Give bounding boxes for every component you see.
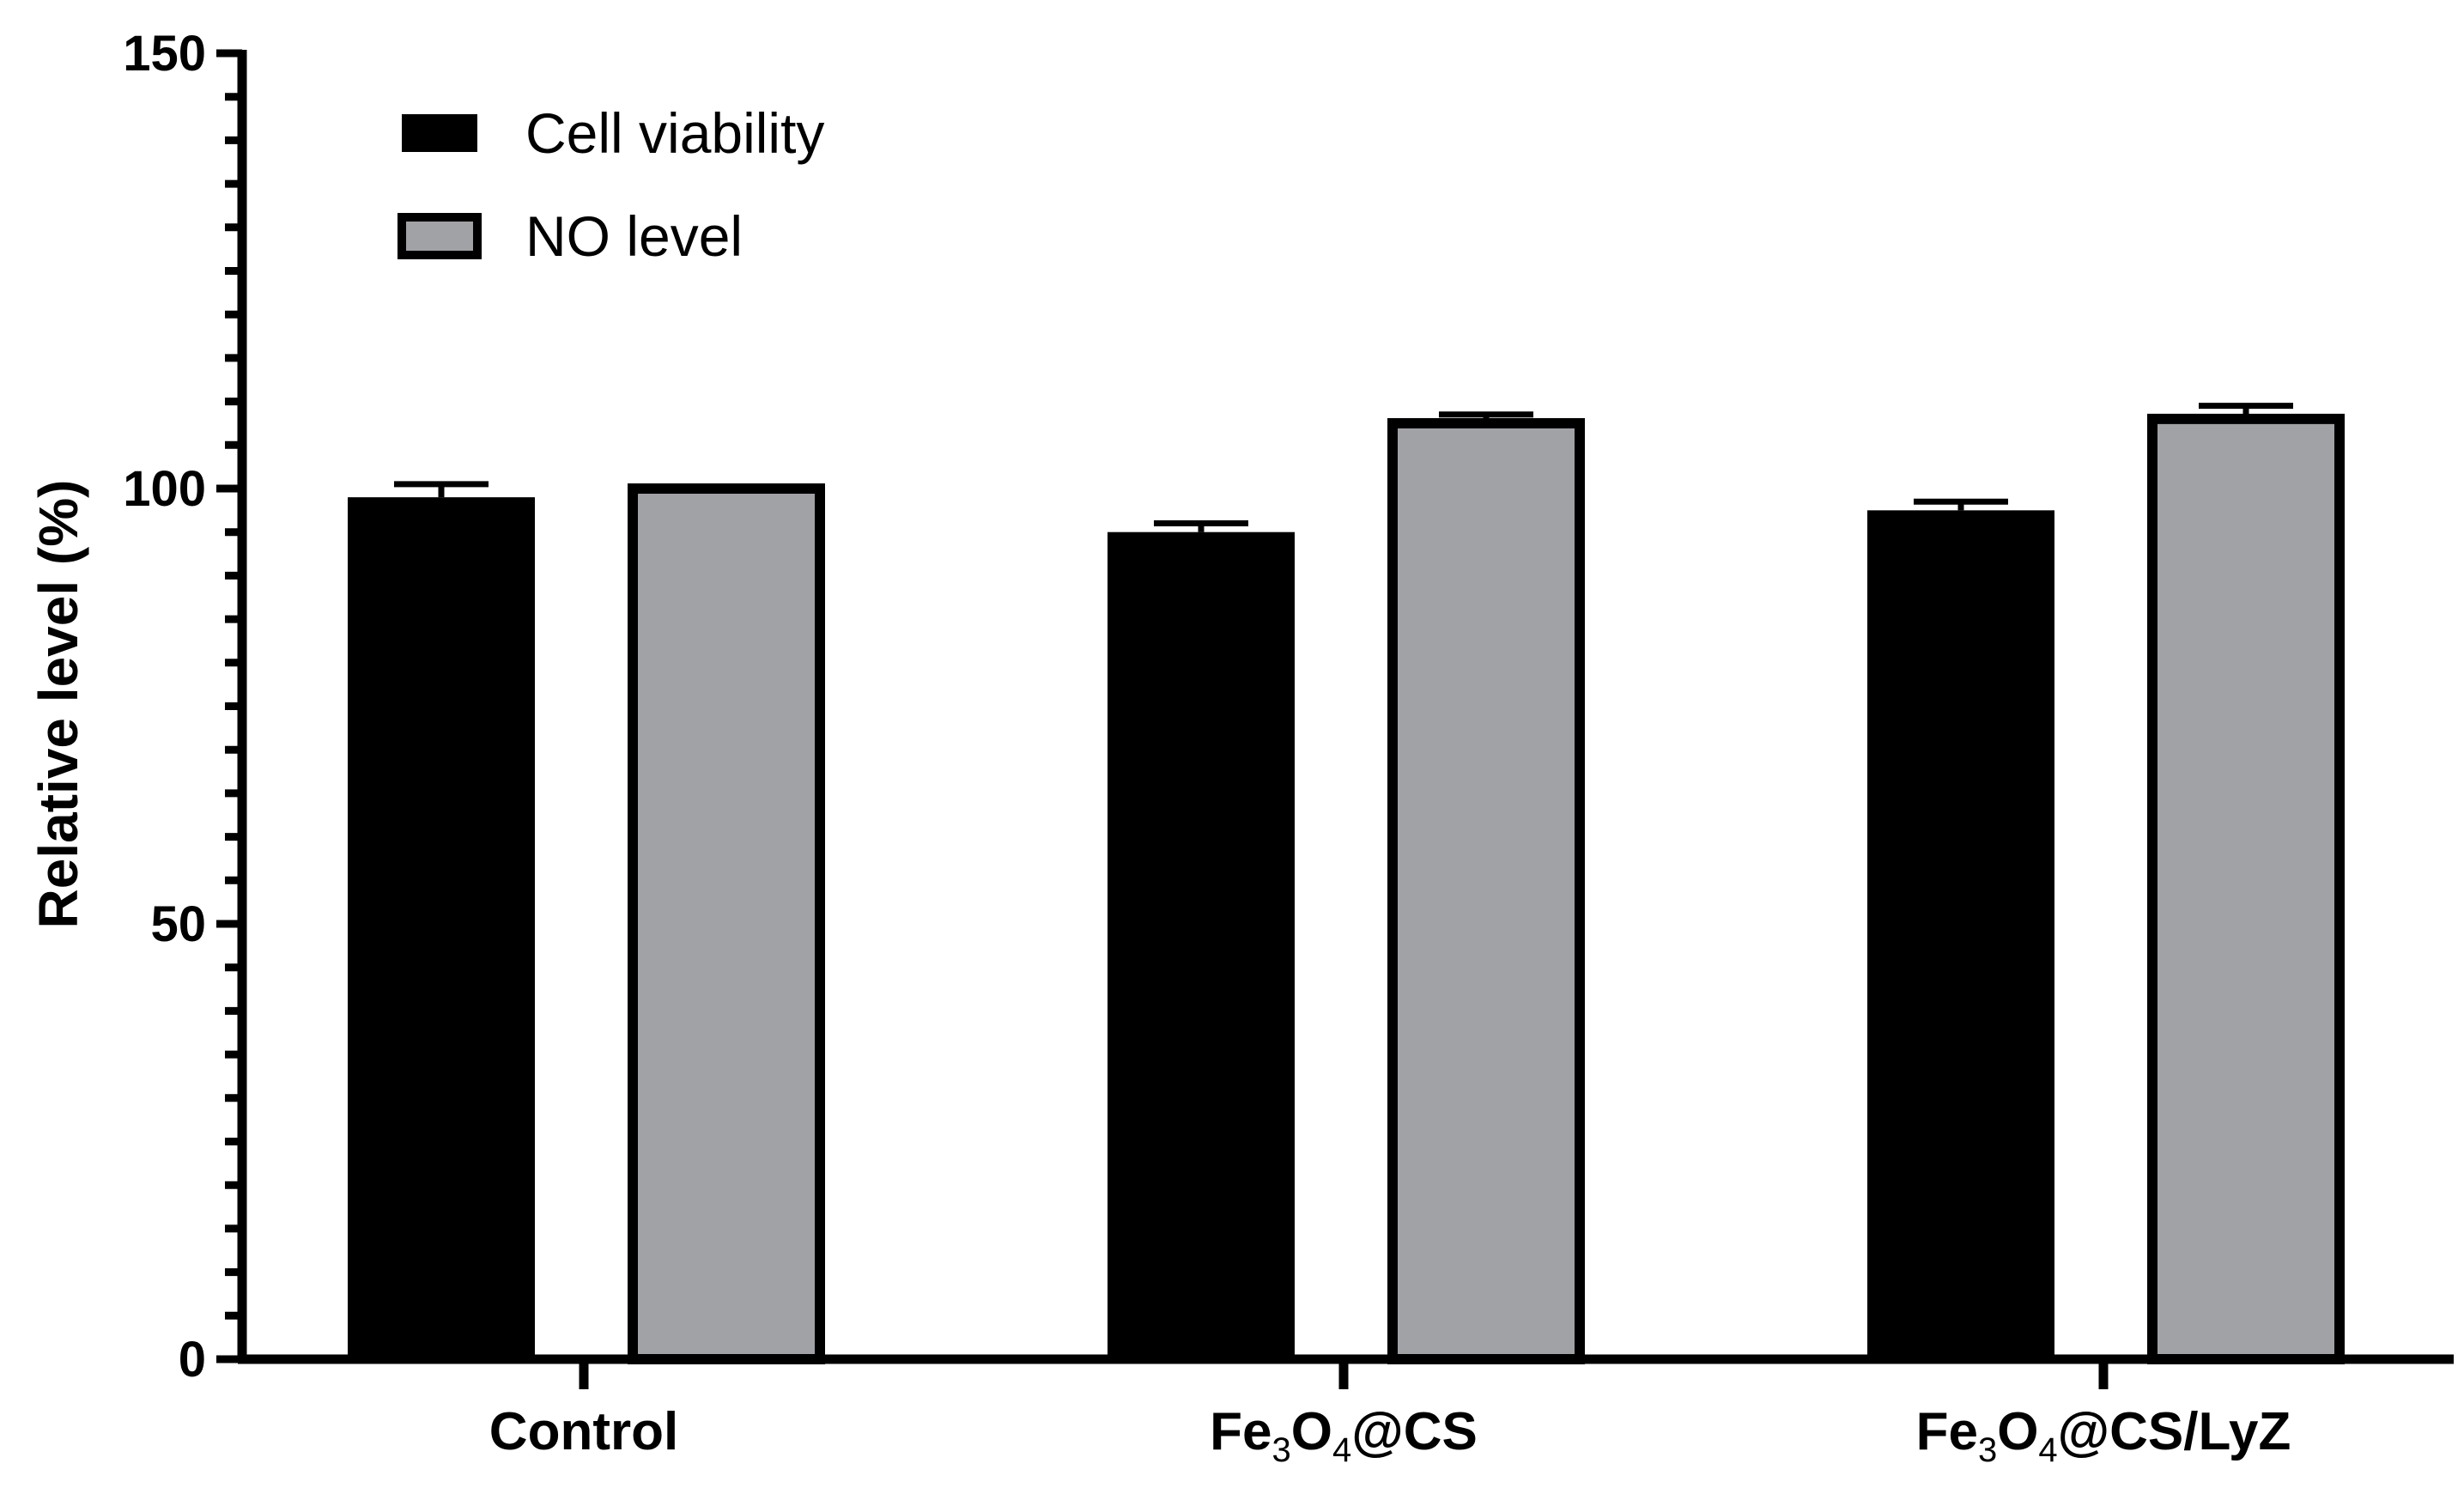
bar-no-level [2147,413,2345,1364]
y-tick-label: 50 [150,896,206,952]
subscript: 3 [1978,1431,1997,1469]
bar-cell-viability [348,497,535,1359]
subscript: 3 [1272,1431,1291,1469]
label-part: @CS [1351,1402,1478,1461]
legend-swatch [402,114,477,152]
legend-label: Cell viability [525,101,824,165]
y-axis-title-group: Relative level (%) [27,480,89,929]
label-part: @CS/LyZ [2058,1402,2291,1461]
y-tick-label: 150 [123,26,206,82]
label-part: O [1291,1402,1332,1461]
legend-label: NO level [525,204,743,268]
label-part: Fe [1916,1402,1978,1461]
bar-no-level [1387,417,1585,1365]
x-tick-label: Fe3O4@CS/LyZ [1916,1402,2291,1469]
x-tick-label: Fe3O4@CS [1210,1402,1478,1469]
label-part: O [1997,1402,2038,1461]
label-part: Control [489,1402,678,1461]
legend-swatch [398,213,482,259]
label-part: Fe [1210,1402,1271,1461]
x-tick-label: Control [489,1402,678,1461]
y-tick-label: 0 [179,1332,206,1388]
subscript: 4 [1332,1431,1351,1469]
bar-cell-viability [1867,510,2054,1359]
bar-no-level [628,483,825,1364]
y-tick-label: 100 [123,461,206,517]
subscript: 4 [2038,1431,2057,1469]
y-axis-title: Relative level (%) [27,480,89,929]
bar-cell-viability [1108,531,1295,1359]
